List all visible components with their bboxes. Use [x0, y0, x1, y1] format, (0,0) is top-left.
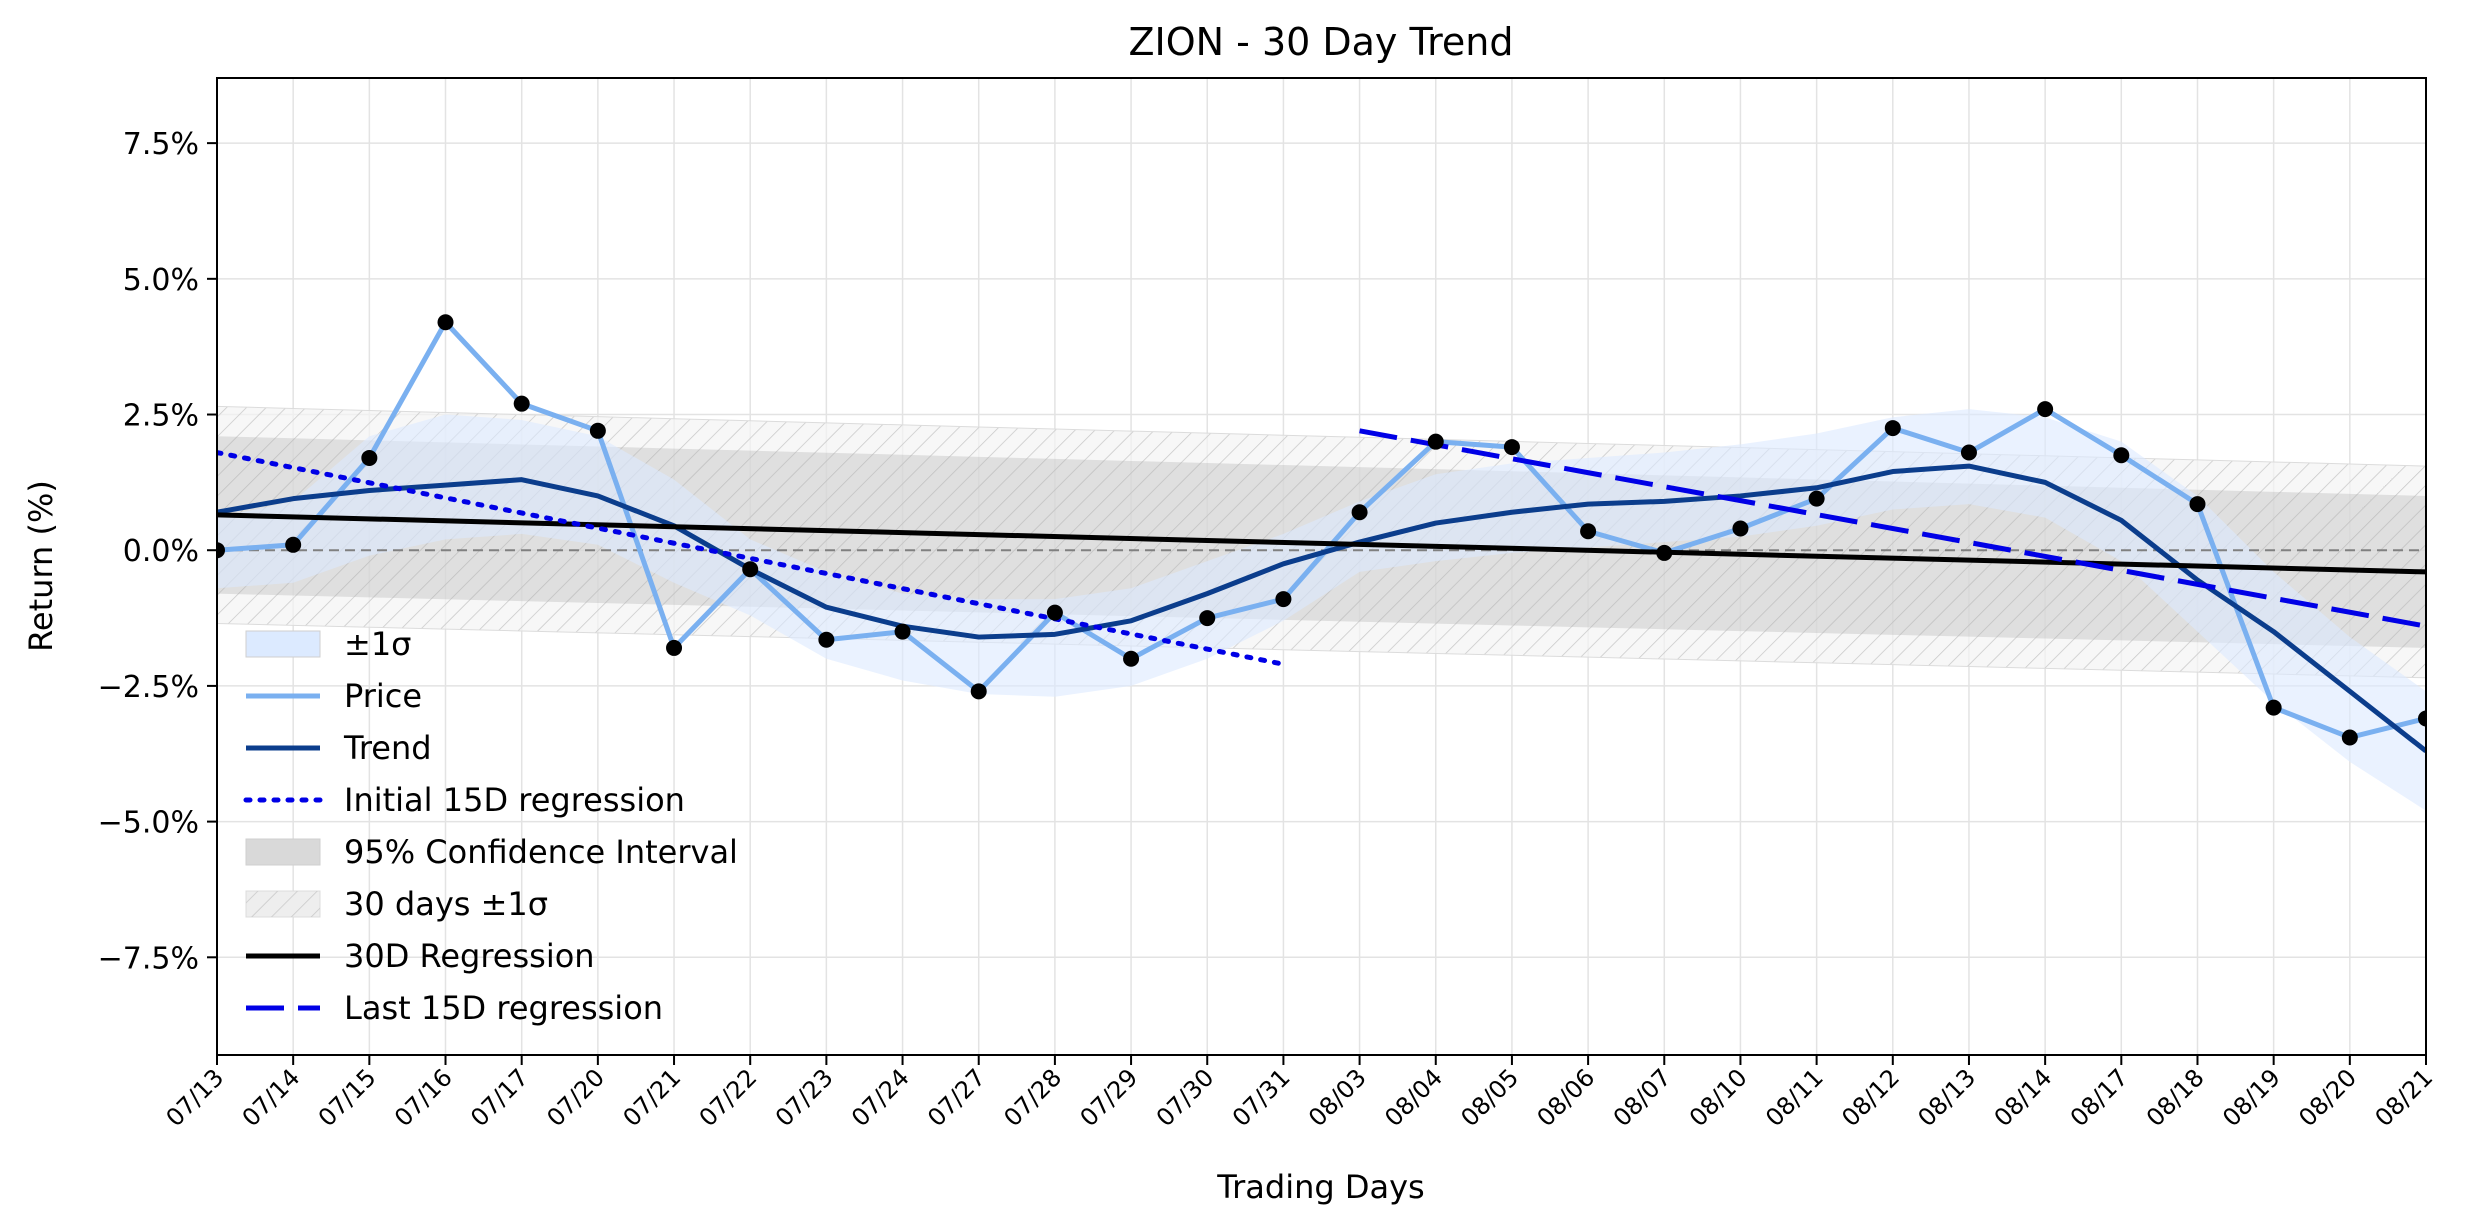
legend-label: Initial 15D regression	[344, 781, 685, 819]
price-point	[1732, 520, 1749, 537]
series-price-line	[217, 319, 2426, 740]
price-point	[1656, 544, 1673, 561]
x-tick-label: 08/04	[1379, 1063, 1448, 1132]
price-point	[1884, 420, 1901, 437]
x-tick-label: 07/31	[1227, 1063, 1296, 1132]
plot-area	[217, 314, 2426, 811]
price-point	[1960, 444, 1977, 461]
series-initial-15d-regression	[217, 450, 1286, 667]
band-sigma	[217, 409, 2426, 811]
x-tick-label: 08/07	[1608, 1063, 1677, 1132]
price-point	[285, 536, 302, 553]
price-points	[217, 314, 2426, 746]
price-point	[1427, 433, 1444, 450]
price-point	[2418, 710, 2426, 727]
x-axis: 07/13 07/14 07/15 07/16 07/17 07/20 07/21 07/22…	[161, 1055, 2439, 1132]
x-tick-label: 08/17	[2065, 1063, 2134, 1132]
price-point	[894, 623, 911, 640]
price-point	[742, 561, 759, 578]
x-tick-label: 08/03	[1303, 1063, 1372, 1132]
price-point	[818, 631, 835, 648]
legend-label: 95% Confidence Interval	[344, 833, 738, 871]
x-axis-label: Trading Days	[1216, 1168, 1424, 1206]
price-point	[1275, 591, 1292, 608]
y-axis: −7.5% −5.0% −2.5% 0.0% 2.5% 5.0% 7.5%	[98, 127, 217, 976]
price-point	[1046, 604, 1063, 621]
x-tick-label: 07/15	[313, 1063, 382, 1132]
price-point	[1503, 439, 1520, 456]
y-tick-label: 5.0%	[123, 263, 199, 298]
price-point	[1123, 650, 1140, 667]
x-tick-label: 07/16	[389, 1063, 458, 1132]
price-point	[1351, 504, 1368, 521]
legend-label: 30 days ±1σ	[344, 885, 548, 923]
x-tick-label: 08/12	[1836, 1063, 1905, 1132]
x-tick-label: 07/21	[618, 1063, 687, 1132]
x-tick-label: 08/18	[2141, 1063, 2210, 1132]
x-tick-label: 08/14	[1989, 1063, 2058, 1132]
chart-title: ZION - 30 Day Trend	[1129, 20, 1514, 64]
price-point	[217, 542, 225, 559]
series-lines	[217, 319, 2426, 754]
y-tick-label: −5.0%	[98, 806, 199, 841]
price-point	[2037, 401, 2054, 418]
legend: ±1σ Price Trend Initial 15D regression 95% C…	[243, 625, 738, 1027]
y-tick-label: 2.5%	[123, 399, 199, 434]
x-tick-label: 07/14	[237, 1063, 306, 1132]
x-tick-label: 08/05	[1455, 1063, 1524, 1132]
x-tick-label: 07/13	[161, 1063, 230, 1132]
price-point	[2265, 699, 2282, 716]
y-tick-label: 7.5%	[123, 127, 199, 162]
legend-label: ±1σ	[344, 625, 411, 663]
price-point	[2113, 447, 2130, 464]
x-tick-label: 08/10	[1684, 1063, 1753, 1132]
x-tick-label: 08/06	[1532, 1063, 1601, 1132]
price-point	[1199, 610, 1216, 627]
price-point	[2189, 496, 2206, 513]
series-last-15d-regression	[1359, 428, 2426, 629]
price-point	[361, 449, 378, 466]
x-tick-label: 07/29	[1075, 1063, 1144, 1132]
x-tick-label: 08/21	[2370, 1063, 2439, 1132]
price-point	[1580, 523, 1597, 540]
y-tick-label: 0.0%	[123, 534, 199, 569]
price-point	[513, 395, 530, 412]
x-tick-label: 07/23	[770, 1063, 839, 1132]
legend-swatch	[245, 838, 321, 866]
y-axis-label: Return (%)	[22, 480, 60, 652]
price-point	[970, 683, 987, 700]
x-tick-label: 08/20	[2293, 1063, 2362, 1132]
price-point	[666, 639, 683, 656]
legend-label: Last 15D regression	[344, 989, 663, 1027]
series-trend-line	[217, 463, 2426, 754]
legend-swatch-hatch	[246, 891, 320, 917]
legend-label: 30D Regression	[344, 937, 595, 975]
bands	[217, 405, 2426, 811]
x-tick-label: 07/28	[998, 1063, 1067, 1132]
price-point	[589, 422, 606, 439]
x-tick-label: 07/24	[846, 1063, 915, 1132]
x-tick-label: 07/27	[922, 1063, 991, 1132]
x-tick-label: 07/20	[541, 1063, 610, 1132]
series-30d-regression	[217, 512, 2426, 575]
x-tick-label: 07/30	[1151, 1063, 1220, 1132]
price-point	[1808, 490, 1825, 507]
x-tick-label: 08/11	[1760, 1063, 1829, 1132]
y-tick-label: −7.5%	[98, 941, 199, 976]
plot-frame	[216, 77, 2427, 1056]
legend-swatch	[245, 630, 321, 658]
price-point	[437, 314, 454, 331]
y-tick-label: −2.5%	[98, 670, 199, 705]
x-tick-label: 07/17	[465, 1063, 534, 1132]
x-tick-label: 08/13	[1912, 1063, 1981, 1132]
x-tick-label: 07/22	[694, 1063, 763, 1132]
price-point	[2341, 729, 2358, 746]
x-tick-label: 08/19	[2217, 1063, 2286, 1132]
legend-label: Price	[344, 677, 422, 715]
legend-label: Trend	[343, 729, 432, 767]
